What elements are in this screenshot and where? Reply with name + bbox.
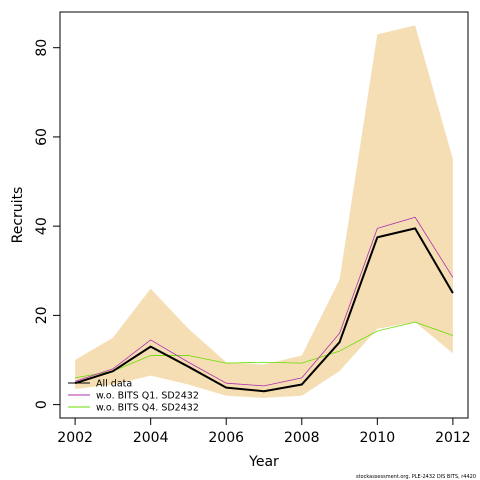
legend-label-2: w.o. BITS Q4. SD2432 — [96, 403, 199, 414]
x-tick-label: 2002 — [57, 430, 93, 446]
series-line-2 — [75, 321, 454, 379]
y-tick-label: 80 — [34, 39, 50, 57]
x-tick-label: 2012 — [435, 430, 471, 446]
series-line-0 — [74, 227, 454, 393]
confidence-band — [75, 25, 453, 398]
x-tick-label: 2006 — [208, 430, 244, 446]
plot-frame — [59, 11, 469, 419]
x-tick-label: 2004 — [133, 430, 169, 446]
y-tick-label: 60 — [34, 128, 50, 146]
x-tick-label: 2010 — [360, 430, 396, 446]
series-line-1 — [74, 216, 454, 387]
x-axis: 2002 2004 2006 2008 2010 2012 — [57, 418, 471, 446]
y-tick-label: 0 — [34, 400, 50, 409]
y-tick-label: 20 — [34, 306, 50, 324]
y-axis: 0 20 40 60 80 — [34, 39, 60, 409]
x-axis-title: Year — [248, 454, 279, 470]
footer-note: stockassessment.org, PLE-2432 DIS BITS, … — [356, 474, 476, 480]
y-tick-label: 40 — [34, 217, 50, 235]
confidence-band-layer — [75, 25, 453, 398]
legend-label-1: w.o. BITS Q1. SD2432 — [96, 391, 199, 402]
legend-label-0: All data — [96, 379, 132, 390]
x-tick-label: 2008 — [284, 430, 320, 446]
y-axis-title: Recruits — [10, 187, 26, 244]
series-lines-layer — [74, 216, 454, 393]
